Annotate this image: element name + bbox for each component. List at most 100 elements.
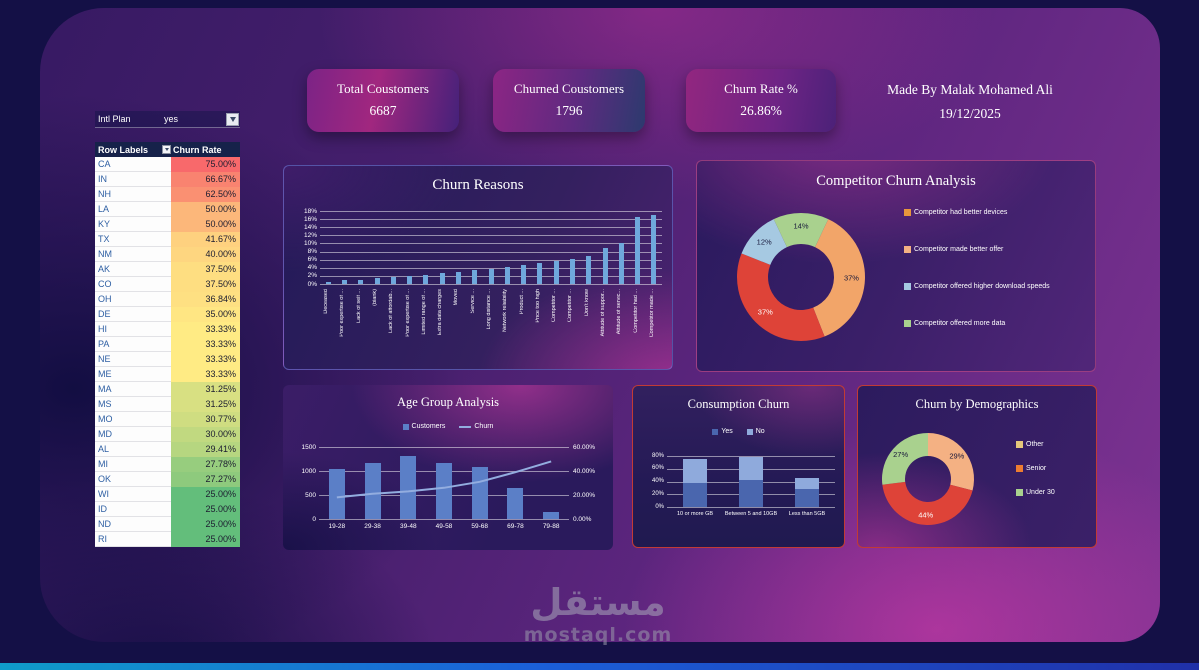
x-tick-label: Competitor had ... — [633, 289, 639, 333]
churn-rate-cell: 50.00% — [171, 202, 240, 217]
bottom-accent-bar — [0, 663, 1199, 670]
table-row: IN 66.67% — [95, 172, 240, 187]
pivot-header-row: Row Labels Churn Rate — [95, 142, 240, 157]
state-cell: MA — [95, 382, 171, 397]
legend-swatch — [904, 320, 911, 327]
demographics-panel: Churn by Demographics 29% 44% 27% Other Sen… — [857, 385, 1097, 548]
churn-rate-cell: 62.50% — [171, 187, 240, 202]
row-labels-header: Row Labels — [98, 144, 149, 155]
y-tick-label: 40% — [651, 478, 664, 484]
table-row: NM 40.00% — [95, 247, 240, 262]
state-cell: PA — [95, 337, 171, 352]
bar — [455, 271, 461, 284]
pivot-gap — [95, 128, 240, 142]
table-row: PA 33.33% — [95, 337, 240, 352]
state-cell: RI — [95, 532, 171, 547]
table-row: MI 27.78% — [95, 457, 240, 472]
state-cell: ID — [95, 502, 171, 517]
x-tick-label: Product ... — [519, 289, 525, 315]
legend-label: Competitor offered higher download speed… — [914, 283, 1050, 290]
bar — [618, 243, 624, 284]
x-tick-label: Price too high — [535, 289, 541, 323]
table-row: HI 33.33% — [95, 322, 240, 337]
churn-reasons-plot: 0% 2% 4% 6% 8% 10% 12% 14% 16% 18% — [304, 208, 662, 288]
x-tick-label: (blank) — [373, 289, 378, 306]
x-tick-label: Long distance ... — [487, 289, 492, 330]
stacked-bar-yes — [795, 489, 819, 507]
gridline — [320, 267, 662, 269]
filter-icon[interactable] — [226, 112, 239, 126]
churn-rate-cell: 66.67% — [171, 172, 240, 187]
churn-line-series — [336, 460, 552, 499]
x-tick-label: Moved — [454, 289, 460, 306]
gridline — [320, 284, 662, 285]
bar — [488, 268, 494, 284]
x-tick-label: 19-28 — [328, 523, 346, 530]
watermark-latin: mostaql.com — [523, 623, 673, 646]
y-tick-label: 1500 — [301, 443, 316, 451]
x-tick-label: Lack of self ... — [356, 289, 362, 323]
funnel-icon — [164, 148, 169, 151]
kpi-churned-customers: Churned Coustomers 1796 — [493, 69, 645, 132]
x-tick-label: 49-58 — [435, 523, 453, 530]
churn-rate-cell: 27.27% — [171, 472, 240, 487]
table-row: AL 29.41% — [95, 442, 240, 457]
x-tick-label: 79-88 — [542, 523, 560, 530]
kpi-churn-rate: Churn Rate % 26.86% — [686, 69, 836, 132]
demographics-donut-chart: 29% 44% 27% — [882, 433, 974, 525]
legend-label: Senior — [1026, 465, 1047, 472]
y-tick-label: 0 — [312, 515, 316, 523]
donut-label: 37% — [844, 274, 859, 283]
age-group-plot: 0 0.00% 500 20.00% 1000 40.00% 1500 60.00% 19-28… — [302, 444, 596, 531]
row-labels-filter-icon[interactable] — [162, 145, 171, 154]
donut-label: 37% — [758, 308, 773, 317]
state-cell: ME — [95, 367, 171, 382]
state-churn-pivot: Intl Plan yes Row Labels Churn Rate CA 75… — [95, 111, 240, 547]
x-tick-label: Poor expertise of ... — [340, 289, 346, 337]
churn-rate-cell: 36.84% — [171, 292, 240, 307]
legend-swatch — [1016, 489, 1023, 496]
legend-item: Senior — [1016, 465, 1055, 472]
legend-label: Churn — [474, 423, 494, 430]
legend-swatch — [904, 283, 911, 290]
pivot-filter-row: Intl Plan yes — [95, 111, 240, 128]
state-cell: NH — [95, 187, 171, 202]
churn-rate-cell: 75.00% — [171, 157, 240, 172]
x-tick-label: Lack of affordab... — [389, 289, 395, 333]
y-tick-label: 8% — [307, 248, 317, 256]
state-cell: MS — [95, 397, 171, 412]
age-group-legend: Customers Churn — [283, 423, 613, 430]
bar — [325, 281, 331, 284]
state-cell: MI — [95, 457, 171, 472]
churn-rate-cell: 33.33% — [171, 337, 240, 352]
competitor-churn-panel: Competitor Churn Analysis 37% 37% 12% 14% C… — [696, 160, 1096, 372]
churn-rate-cell: 37.50% — [171, 262, 240, 277]
churn-rate-cell: 25.00% — [171, 487, 240, 502]
table-row: AK 37.50% — [95, 262, 240, 277]
state-cell: LA — [95, 202, 171, 217]
state-cell: NM — [95, 247, 171, 262]
y-tick-label: 20% — [651, 490, 664, 497]
legend-item: Competitor offered more data — [904, 320, 1050, 327]
donut-slice — [737, 253, 825, 341]
gridline — [667, 456, 835, 457]
table-row: MS 31.25% — [95, 397, 240, 412]
legend-swatch — [1016, 441, 1023, 448]
donut-slice — [882, 481, 973, 525]
made-by-line: Made By Malak Mohamed Ali — [887, 82, 1053, 97]
y-tick-label: 10% — [303, 239, 317, 247]
x-tick-label: Competitor ... — [568, 289, 574, 323]
bar — [364, 462, 381, 519]
y-tick-label: 14% — [303, 223, 317, 231]
legend-label: Competitor had better devices — [914, 209, 1008, 216]
table-row: WI 25.00% — [95, 487, 240, 502]
table-row: MO 30.77% — [95, 412, 240, 427]
competitor-legend: Competitor had better devices Competitor … — [904, 209, 1050, 327]
table-row: NE 33.33% — [95, 352, 240, 367]
churn-rate-cell: 33.33% — [171, 352, 240, 367]
donut-label: 44% — [918, 510, 933, 519]
legend-swatch — [402, 423, 409, 430]
bar — [341, 280, 347, 284]
state-cell: HI — [95, 322, 171, 337]
